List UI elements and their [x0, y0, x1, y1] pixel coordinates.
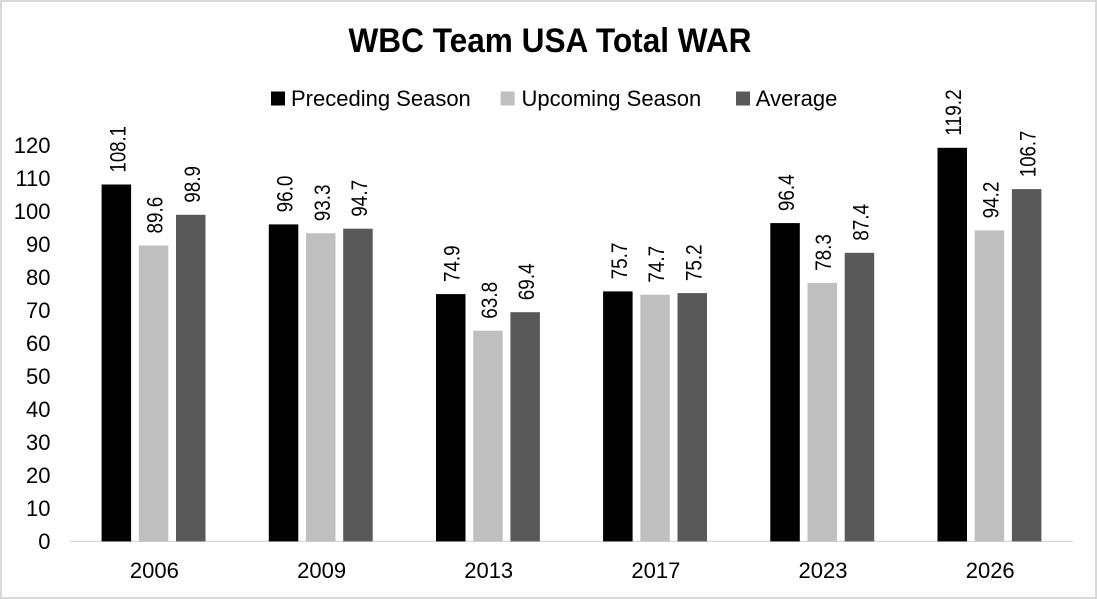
svg-text:96.4: 96.4 [774, 174, 799, 211]
svg-text:2017: 2017 [631, 558, 680, 583]
svg-text:75.7: 75.7 [607, 243, 632, 280]
svg-text:69.4: 69.4 [514, 263, 539, 300]
svg-text:60: 60 [26, 331, 50, 356]
svg-text:106.7: 106.7 [1016, 131, 1041, 178]
svg-text:2023: 2023 [799, 558, 848, 583]
svg-text:WBC Team USA Total WAR: WBC Team USA Total WAR [349, 22, 752, 60]
svg-text:78.3: 78.3 [811, 234, 836, 271]
svg-text:119.2: 119.2 [941, 89, 966, 136]
svg-text:74.9: 74.9 [440, 245, 465, 282]
svg-text:50: 50 [26, 364, 50, 389]
svg-text:94.7: 94.7 [347, 180, 372, 217]
svg-text:2006: 2006 [130, 558, 179, 583]
svg-text:30: 30 [26, 430, 50, 455]
svg-text:100: 100 [14, 199, 51, 224]
svg-text:2026: 2026 [966, 558, 1015, 583]
svg-text:40: 40 [26, 397, 50, 422]
svg-text:Preceding Season: Preceding Season [291, 86, 471, 111]
svg-text:75.2: 75.2 [681, 244, 706, 281]
svg-text:2009: 2009 [297, 558, 346, 583]
svg-text:110: 110 [15, 166, 50, 191]
svg-text:89.6: 89.6 [143, 197, 168, 234]
svg-text:Average: Average [756, 86, 838, 111]
svg-text:70: 70 [26, 298, 50, 323]
svg-text:93.3: 93.3 [310, 185, 335, 222]
svg-text:120: 120 [14, 133, 51, 158]
svg-text:90: 90 [26, 232, 50, 257]
svg-text:87.4: 87.4 [849, 204, 874, 241]
svg-text:20: 20 [26, 463, 50, 488]
svg-text:98.9: 98.9 [180, 166, 205, 203]
svg-text:0: 0 [38, 529, 50, 554]
svg-text:80: 80 [26, 265, 50, 290]
svg-text:2013: 2013 [464, 558, 513, 583]
svg-text:96.0: 96.0 [273, 176, 298, 213]
svg-text:63.8: 63.8 [477, 282, 502, 319]
svg-text:10: 10 [26, 496, 50, 521]
svg-text:108.1: 108.1 [105, 126, 130, 172]
svg-text:74.7: 74.7 [644, 246, 669, 283]
svg-text:Upcoming Season: Upcoming Season [522, 86, 702, 111]
svg-text:94.2: 94.2 [978, 182, 1003, 219]
